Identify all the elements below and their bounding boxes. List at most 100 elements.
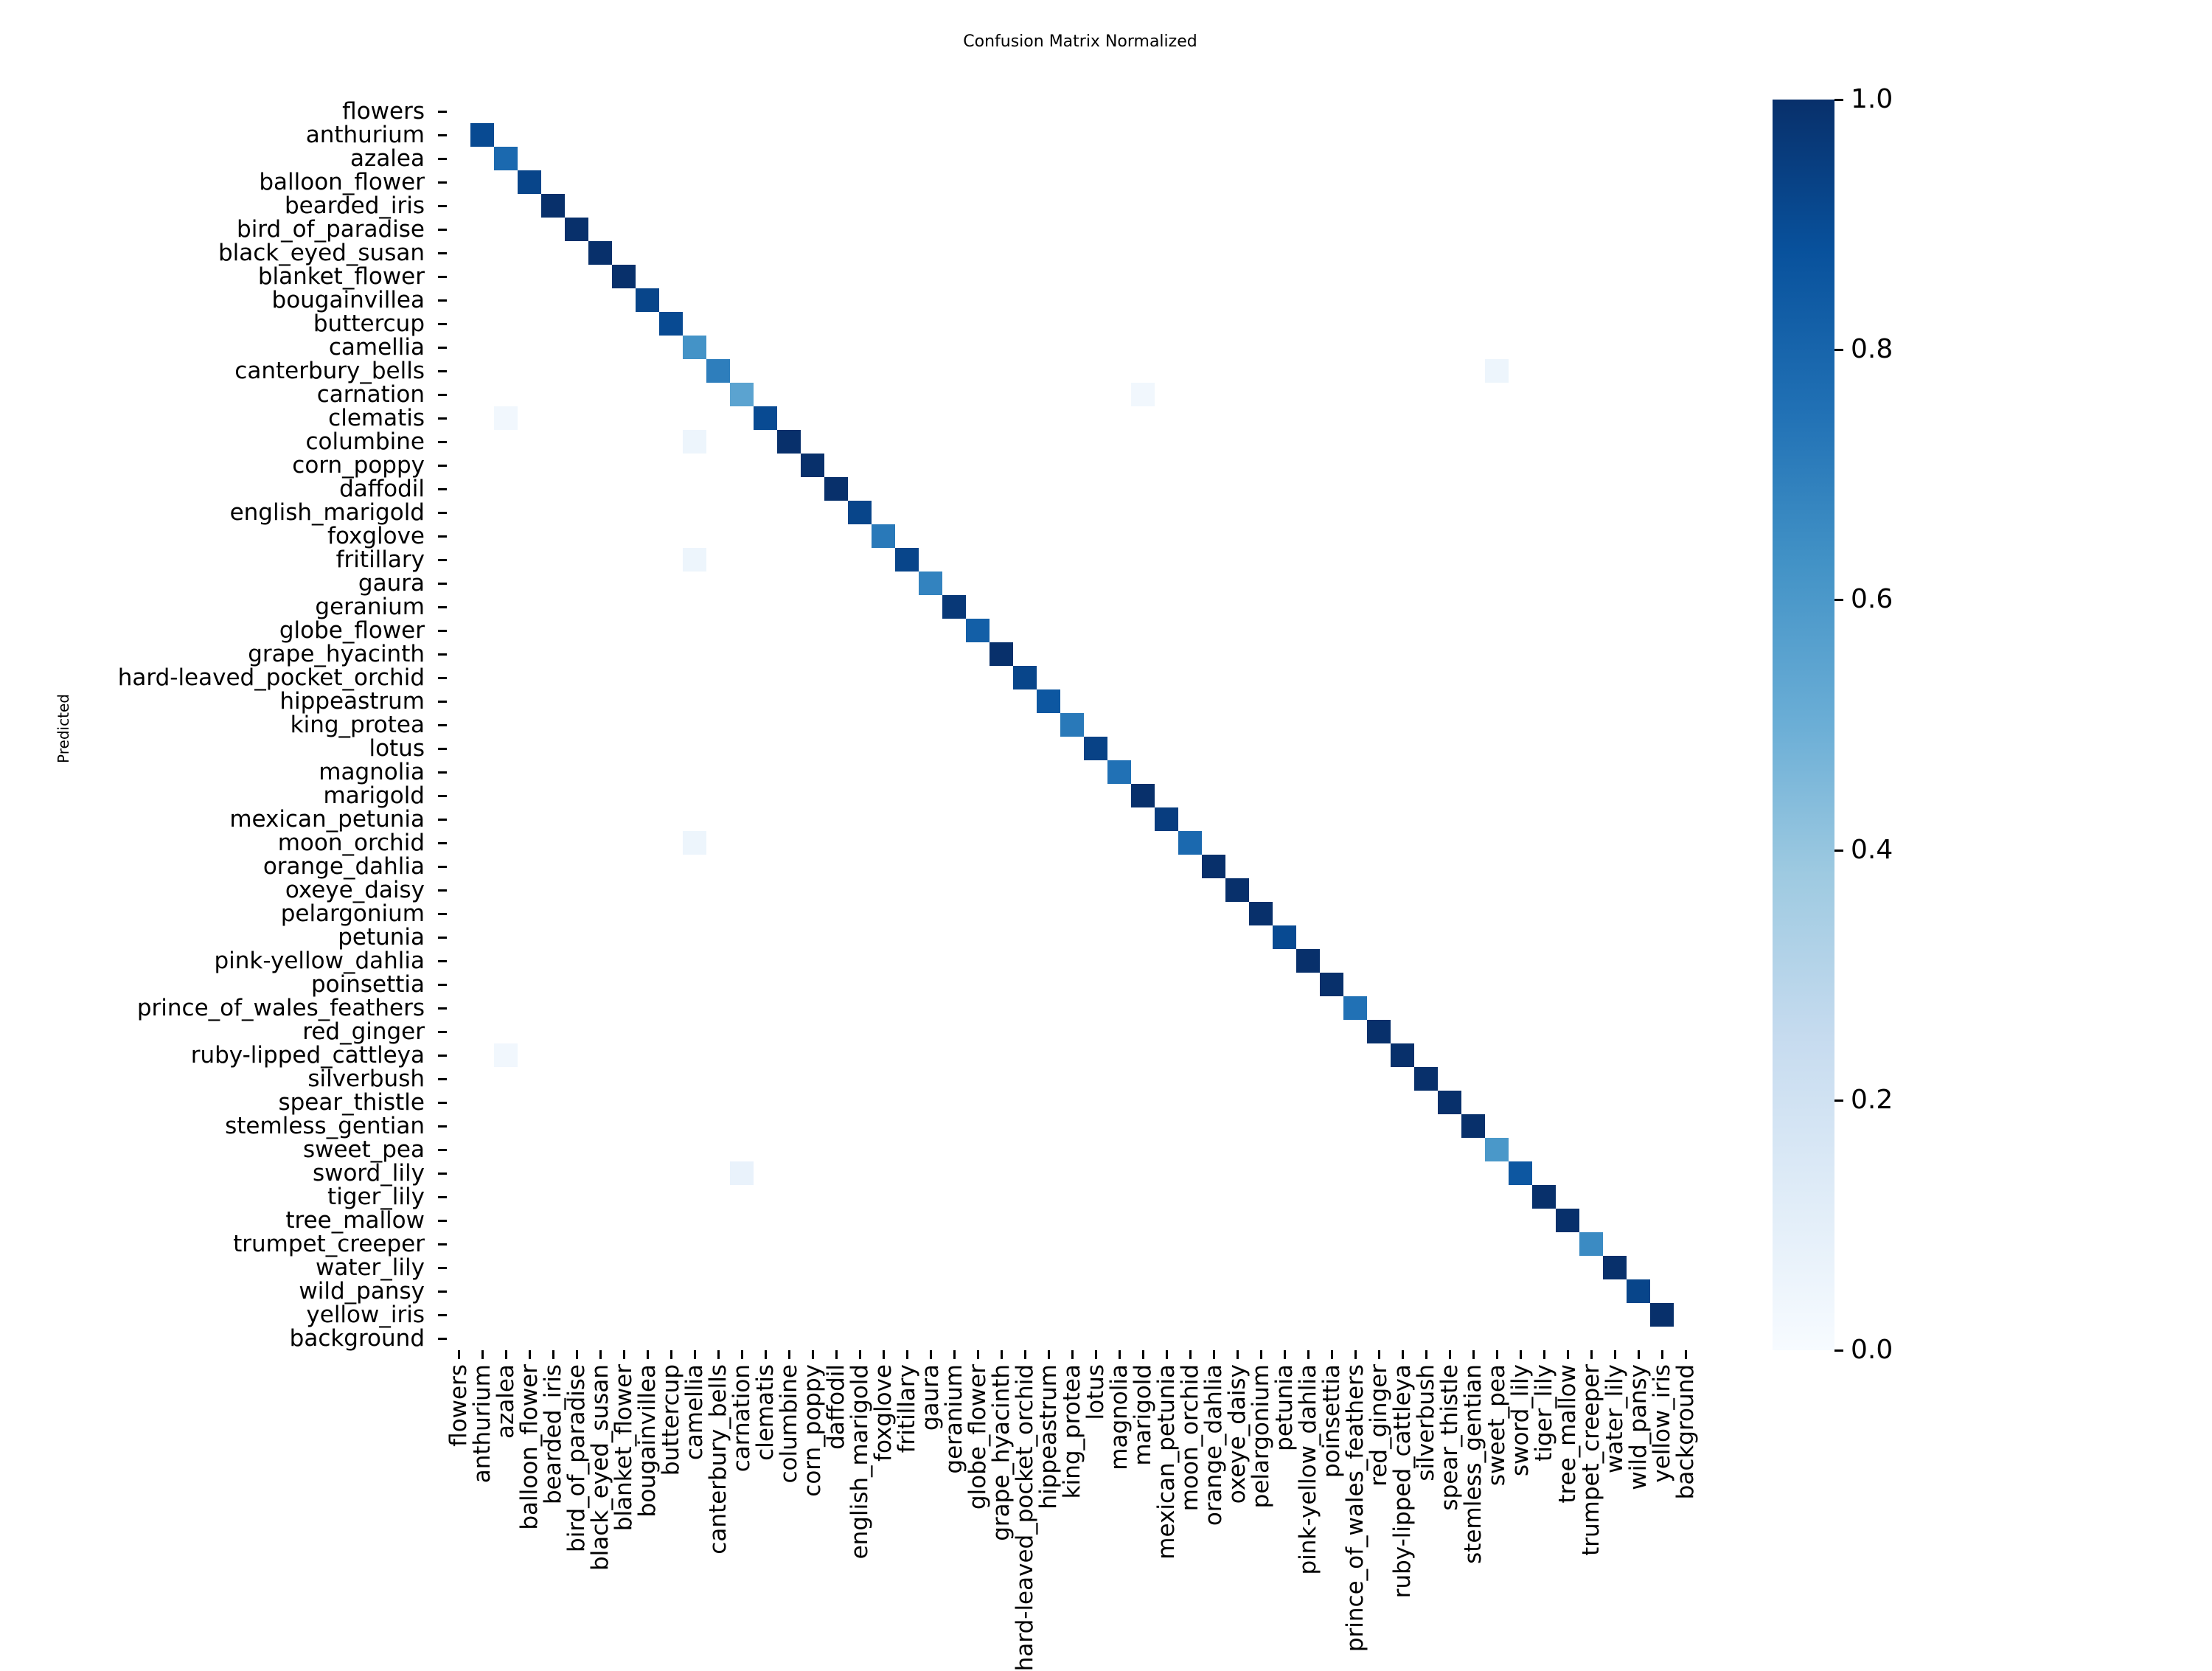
- x-tick-mark: [1189, 1350, 1192, 1359]
- y-tick-label: carnation: [316, 381, 425, 408]
- y-tick-mark: [438, 488, 447, 490]
- y-tick-mark: [438, 1173, 447, 1175]
- x-tick-mark: [859, 1350, 861, 1359]
- y-tick-mark: [438, 1196, 447, 1198]
- y-tick-label: globe_flower: [279, 617, 425, 644]
- x-tick-label: lotus: [1082, 1364, 1109, 1420]
- x-tick-mark: [1166, 1350, 1168, 1359]
- heatmap-cell: [1202, 855, 1225, 878]
- y-tick-mark: [438, 347, 447, 349]
- y-tick-mark: [438, 205, 447, 207]
- y-tick-mark: [438, 252, 447, 254]
- x-tick-label: camellia: [681, 1364, 708, 1461]
- y-tick-mark: [438, 1243, 447, 1246]
- x-tick-label: hippeastrum: [1035, 1364, 1062, 1510]
- heatmap-cell: [470, 123, 494, 147]
- x-tick-mark: [1260, 1350, 1262, 1359]
- y-tick-label: daffodil: [339, 476, 425, 502]
- x-tick-mark: [1614, 1350, 1616, 1359]
- x-tick-label: sword_lily: [1507, 1364, 1534, 1477]
- y-axis-label: Predicted: [55, 694, 72, 763]
- y-tick-mark: [438, 323, 447, 325]
- heatmap-cell: [683, 336, 706, 359]
- x-tick-label: magnolia: [1106, 1364, 1133, 1470]
- heatmap-cell: [683, 548, 706, 572]
- y-tick-mark: [438, 1338, 447, 1340]
- x-tick-mark: [717, 1350, 720, 1359]
- y-tick-label: flowers: [342, 98, 425, 125]
- x-tick-mark: [835, 1350, 838, 1359]
- heatmap-cell: [1155, 807, 1178, 831]
- x-tick-mark: [812, 1350, 814, 1359]
- heatmap-cell: [1013, 666, 1037, 689]
- colorbar-tick-mark: [1834, 1099, 1843, 1102]
- x-tick-mark: [1520, 1350, 1522, 1359]
- heatmap-cell: [1532, 1185, 1556, 1209]
- heatmap-cell: [1461, 1114, 1485, 1138]
- heatmap-cell: [824, 477, 848, 501]
- x-tick-label: marigold: [1130, 1364, 1156, 1466]
- y-tick-mark: [438, 583, 447, 585]
- confusion-matrix-heatmap: [447, 100, 1697, 1350]
- y-tick-mark: [438, 1267, 447, 1269]
- x-tick-label: sweet_pea: [1484, 1364, 1510, 1487]
- heatmap-cell: [1060, 713, 1084, 737]
- y-tick-label: corn_poppy: [292, 452, 425, 479]
- heatmap-cell: [588, 241, 612, 265]
- x-tick-mark: [1095, 1350, 1097, 1359]
- colorbar-tick-mark: [1834, 599, 1843, 602]
- x-tick-mark: [576, 1350, 578, 1359]
- y-tick-label: spear_thistle: [278, 1089, 425, 1116]
- heatmap-cell: [872, 524, 895, 548]
- x-tick-label: mexican_petunia: [1153, 1364, 1180, 1560]
- x-tick-mark: [977, 1350, 979, 1359]
- colorbar-tick-mark: [1834, 99, 1843, 101]
- y-tick-mark: [438, 299, 447, 302]
- y-tick-mark: [438, 276, 447, 278]
- heatmap-cell: [1296, 949, 1320, 973]
- y-tick-mark: [438, 394, 447, 396]
- heatmap-cell: [706, 359, 730, 383]
- y-tick-label: petunia: [338, 924, 425, 951]
- y-tick-mark: [438, 1149, 447, 1151]
- x-tick-label: pelargonium: [1248, 1364, 1274, 1509]
- x-tick-label: columbine: [776, 1364, 802, 1484]
- heatmap-cell: [1131, 383, 1155, 406]
- x-tick-label: buttercup: [658, 1364, 684, 1476]
- heatmap-cell: [565, 218, 588, 241]
- x-tick-mark: [694, 1350, 696, 1359]
- y-tick-label: lotus: [369, 735, 425, 762]
- x-tick-mark: [1284, 1350, 1286, 1359]
- heatmap-cell: [518, 170, 541, 194]
- y-tick-label: buttercup: [313, 310, 425, 337]
- heatmap-cell: [1107, 760, 1131, 784]
- y-tick-mark: [438, 984, 447, 986]
- y-tick-mark: [438, 158, 447, 160]
- x-tick-label: foxglove: [870, 1364, 897, 1462]
- heatmap-cell: [1509, 1161, 1532, 1185]
- y-tick-mark: [438, 1031, 447, 1033]
- heatmap-cell: [966, 619, 990, 642]
- x-tick-mark: [1237, 1350, 1239, 1359]
- heatmap-cell: [1438, 1091, 1461, 1114]
- y-tick-mark: [438, 866, 447, 868]
- y-tick-mark: [438, 1125, 447, 1128]
- heatmap-cell: [494, 1043, 518, 1067]
- x-tick-mark: [552, 1350, 554, 1359]
- x-tick-label: poinsettia: [1318, 1364, 1345, 1479]
- x-tick-label: geranium: [941, 1364, 967, 1474]
- y-tick-label: fritillary: [335, 546, 425, 573]
- y-tick-label: trumpet_creeper: [233, 1231, 425, 1257]
- heatmap-cell: [1556, 1209, 1579, 1232]
- x-tick-mark: [1331, 1350, 1333, 1359]
- heatmap-cell: [730, 1161, 754, 1185]
- x-tick-mark: [1472, 1350, 1475, 1359]
- x-tick-label: pink-yellow_dahlia: [1295, 1364, 1321, 1575]
- heatmap-cell: [1084, 737, 1107, 760]
- x-tick-label: azalea: [493, 1364, 519, 1439]
- heatmap-cell: [1650, 1303, 1674, 1327]
- x-tick-mark: [1590, 1350, 1593, 1359]
- y-tick-label: bougainvillea: [271, 287, 425, 313]
- x-tick-mark: [458, 1350, 460, 1359]
- y-tick-label: black_eyed_susan: [218, 240, 425, 266]
